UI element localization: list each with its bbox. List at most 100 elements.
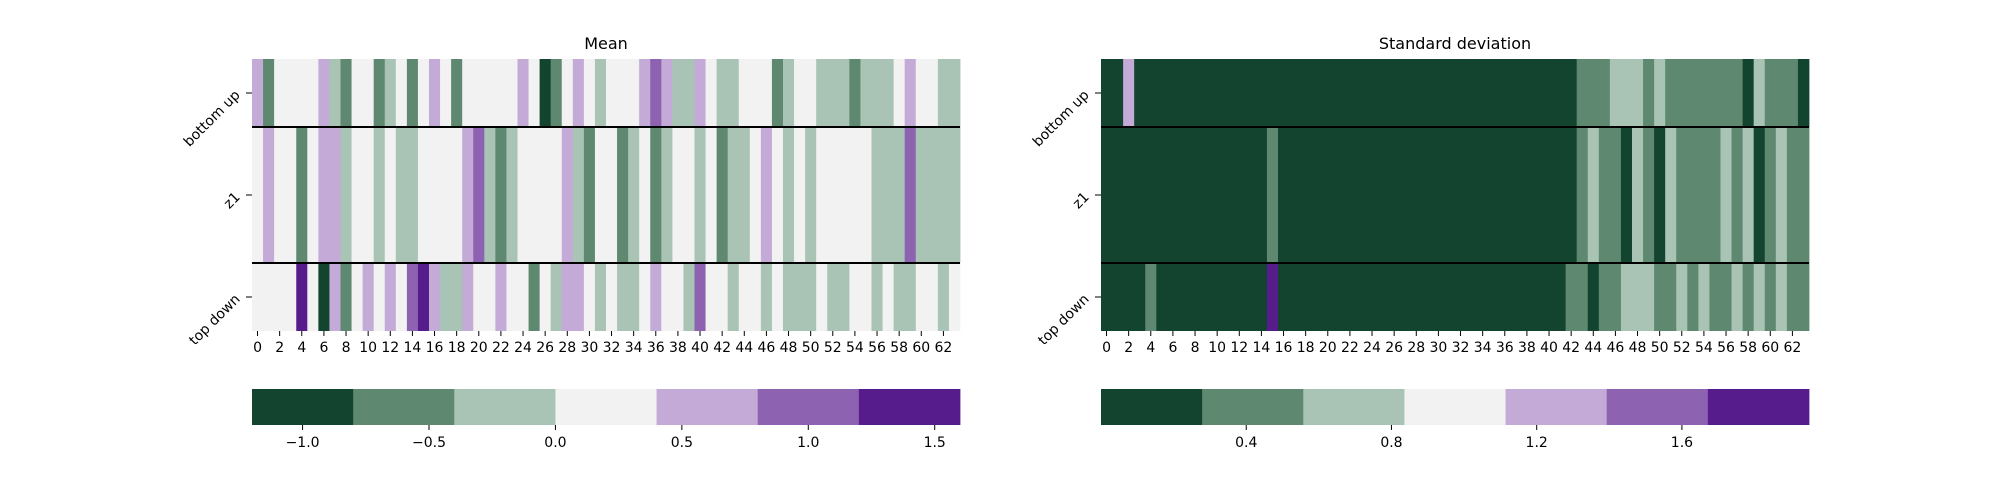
heatmap-cell — [661, 59, 673, 127]
heatmap-cell — [882, 59, 895, 127]
heatmap-cell — [1643, 59, 1655, 127]
heatmap-cell — [672, 127, 684, 263]
heatmap-cell — [1410, 127, 1423, 263]
heatmap-cell — [1432, 127, 1445, 263]
heatmap-cell — [1455, 127, 1467, 263]
heatmap-cell — [1654, 59, 1666, 127]
heatmap-cell — [583, 59, 596, 127]
heatmap-cell — [274, 59, 286, 127]
heatmap-cell — [473, 127, 485, 263]
heatmap-cell — [1477, 59, 1489, 127]
colorbar-segment — [555, 389, 657, 425]
x-tick-label: 16 — [426, 340, 444, 356]
heatmap-cell — [539, 263, 552, 331]
heatmap-cell — [462, 127, 474, 263]
heatmap-cell — [1333, 127, 1345, 263]
heatmap-cell — [1687, 127, 1699, 263]
chart-title: Mean — [584, 34, 628, 53]
colorbar-segment — [656, 389, 759, 425]
heatmap-cell — [1189, 263, 1201, 331]
colorbar-segment — [1303, 389, 1405, 425]
heatmap-cell — [1753, 263, 1766, 331]
heatmap-cell — [1632, 59, 1644, 127]
heatmap-cell — [351, 59, 364, 127]
heatmap-cell — [1399, 127, 1412, 263]
heatmap-cell — [395, 59, 408, 127]
heatmap-cell — [1200, 263, 1213, 331]
heatmap-cell — [1167, 263, 1179, 331]
heatmap-cell — [1421, 263, 1434, 331]
heatmap-cell — [738, 127, 751, 263]
heatmap-cell — [882, 263, 895, 331]
heatmap-cell — [838, 127, 850, 263]
heatmap-cell — [440, 127, 452, 263]
heatmap-cell — [672, 59, 684, 127]
x-tick-label: 48 — [780, 340, 798, 356]
heatmap-cell — [1687, 263, 1699, 331]
heatmap-cell — [915, 127, 928, 263]
x-tick-label: 60 — [1761, 340, 1779, 356]
x-tick-label: 30 — [1429, 340, 1447, 356]
row-label: z1 — [1070, 189, 1093, 212]
heatmap-cell — [816, 127, 828, 263]
heatmap-cell — [1532, 127, 1544, 263]
heatmap-cell — [1333, 263, 1345, 331]
heatmap-cell — [1377, 127, 1390, 263]
heatmap-cell — [650, 59, 662, 127]
heatmap-cell — [1222, 127, 1235, 263]
heatmap-cell — [1112, 127, 1124, 263]
heatmap-cell — [506, 127, 518, 263]
heatmap-cell — [716, 263, 729, 331]
heatmap-cell — [583, 263, 596, 331]
x-tick-label: 22 — [492, 340, 510, 356]
x-tick-label: 2 — [1124, 340, 1133, 356]
heatmap-cell — [285, 263, 297, 331]
heatmap-cell — [650, 263, 662, 331]
x-tick-label: 22 — [1341, 340, 1359, 356]
heatmap-cell — [749, 127, 762, 263]
heatmap-cell — [716, 59, 729, 127]
heatmap-cell — [550, 127, 563, 263]
heatmap-cell — [694, 127, 706, 263]
heatmap-cell — [528, 59, 541, 127]
x-tick-label: 26 — [536, 340, 554, 356]
heatmap-cell — [1786, 127, 1799, 263]
heatmap-cell — [550, 263, 563, 331]
heatmap-cell — [1211, 263, 1224, 331]
row-label: top down — [186, 291, 243, 348]
heatmap-cell — [694, 263, 706, 331]
heatmap-cell — [849, 59, 861, 127]
x-tick-label: 24 — [1363, 340, 1381, 356]
x-tick-label: 12 — [1230, 340, 1248, 356]
heatmap-cell — [1300, 127, 1312, 263]
heatmap-cell — [417, 127, 430, 263]
x-tick-label: 34 — [625, 340, 643, 356]
heatmap-cell — [1510, 127, 1522, 263]
heatmap-cell — [1665, 263, 1677, 331]
heatmap-cell — [417, 263, 430, 331]
x-tick-label: 34 — [1474, 340, 1492, 356]
heatmap-cell — [539, 127, 552, 263]
heatmap-cell — [1211, 59, 1224, 127]
x-tick-label: 16 — [1275, 340, 1293, 356]
heatmap-cell — [705, 127, 718, 263]
heatmap-cell — [1410, 263, 1423, 331]
heatmap-cell — [1432, 59, 1445, 127]
heatmap-cell — [1499, 59, 1511, 127]
heatmap-cell — [1311, 59, 1323, 127]
heatmap-cell — [1233, 263, 1246, 331]
heatmap-cell — [1311, 127, 1323, 263]
colorbar: 0.4 0.8 1.2 1.6 — [1101, 389, 1810, 451]
heatmap-cell — [1598, 127, 1611, 263]
heatmap-cell — [1156, 59, 1168, 127]
heatmap-cell — [1643, 127, 1655, 263]
x-tick-label: 56 — [1717, 340, 1735, 356]
heatmap-cell — [1554, 59, 1567, 127]
heatmap-cell — [1753, 127, 1766, 263]
heatmap-cell — [362, 59, 375, 127]
heatmap-cell — [572, 263, 585, 331]
heatmap-cell — [1101, 127, 1113, 263]
heatmap-cell — [1764, 127, 1777, 263]
heatmap-cell — [805, 263, 817, 331]
colorbar-tick-label: 0.0 — [544, 435, 566, 451]
